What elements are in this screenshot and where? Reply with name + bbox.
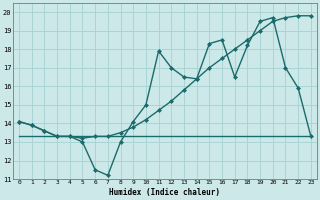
X-axis label: Humidex (Indice chaleur): Humidex (Indice chaleur) [109,188,220,197]
